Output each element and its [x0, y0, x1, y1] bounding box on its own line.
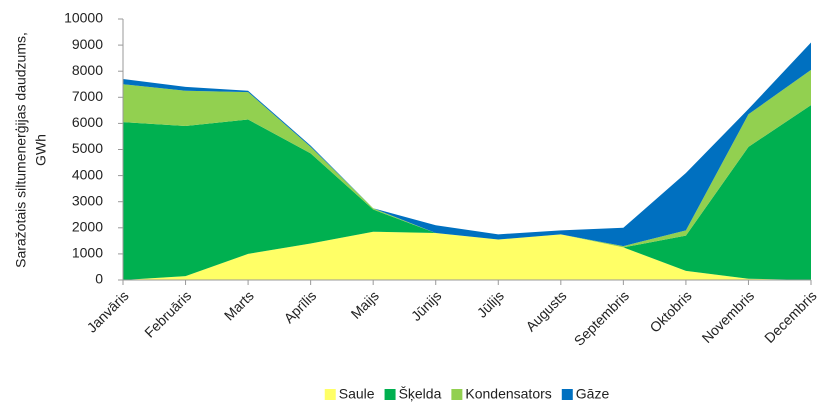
- legend-swatch: [384, 389, 396, 400]
- y-axis-label: Saražotais siltumenerģijas daudzums, GWh: [13, 32, 49, 268]
- x-tick-label: Oktobris: [646, 287, 694, 335]
- legend-swatch: [561, 389, 573, 400]
- area: [123, 231, 811, 280]
- y-tick-label: 1000: [72, 245, 103, 261]
- x-tick-label: Aprīlis: [281, 287, 320, 326]
- legend-label: Šķelda: [399, 386, 442, 402]
- y-tick-label: 4000: [72, 166, 103, 182]
- y-tick-label: 6000: [72, 114, 103, 130]
- legend-label: Kondensators: [465, 386, 551, 402]
- y-tick-label: 5000: [72, 140, 103, 156]
- y-axis-label-line: GWh: [33, 134, 49, 166]
- x-tick-label: Novembris: [699, 287, 758, 346]
- legend-label: Saule: [339, 386, 375, 402]
- legend-swatch: [451, 389, 463, 400]
- x-tick-label: Maijs: [348, 287, 382, 321]
- legend: Saule Šķelda Kondensators Gāze: [324, 386, 610, 402]
- x-tick-label: Decembris: [761, 287, 819, 346]
- x-tick-label: Jūnijs: [408, 287, 445, 324]
- y-tick-label: 7000: [72, 88, 103, 104]
- legend-swatch: [324, 389, 336, 400]
- x-tick-label: Februāris: [141, 287, 194, 340]
- x-tick-label: Jūlijs: [474, 287, 507, 320]
- y-tick-label: 3000: [72, 192, 103, 208]
- y-tick-label: 9000: [72, 36, 103, 52]
- legend-label: Gāze: [576, 386, 610, 402]
- x-tick-label: Septembris: [571, 287, 632, 348]
- area: [123, 105, 811, 280]
- x-tick-label: Augusts: [522, 287, 569, 334]
- x-tick-label: Janvāris: [84, 287, 132, 335]
- y-tick-label: 0: [95, 271, 103, 287]
- y-tick-label: 2000: [72, 219, 103, 235]
- y-tick-label: 10000: [64, 10, 103, 26]
- y-tick-label: 8000: [72, 62, 103, 78]
- x-tick-label: Marts: [221, 287, 257, 323]
- y-axis-label-line: Saražotais siltumenerģijas daudzums,: [13, 32, 29, 268]
